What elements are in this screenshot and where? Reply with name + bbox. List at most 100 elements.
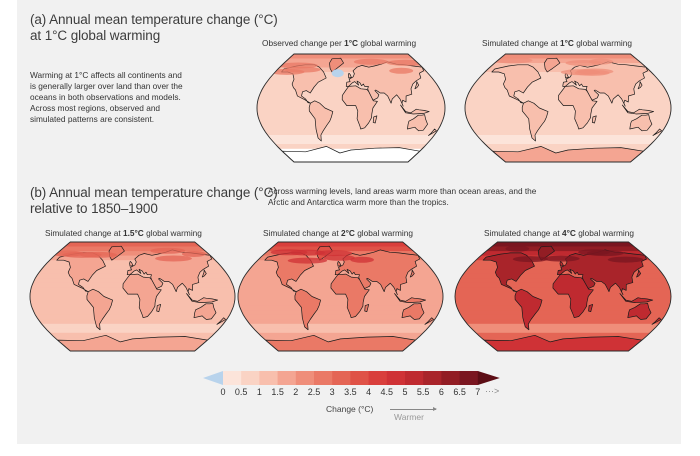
section-a-title-line1: (a) Annual mean temperature change (°C)	[30, 12, 278, 27]
colorbar-segment	[459, 371, 479, 385]
land-australia	[193, 302, 217, 320]
label-bold: 4°C	[561, 228, 576, 238]
ocean-band	[30, 301, 235, 307]
warm-anomaly	[287, 257, 328, 264]
ocean-band	[465, 58, 671, 64]
land-uk	[559, 261, 564, 267]
ocean-band	[30, 292, 235, 298]
label-text: global warming	[143, 228, 202, 238]
colorbar-segment	[241, 371, 260, 385]
warm-anomaly	[565, 60, 603, 66]
colorbar-segment	[332, 371, 351, 385]
land-japan	[636, 269, 642, 278]
desc-line: is generally larger over land than over …	[30, 81, 183, 91]
ocean-band	[30, 314, 235, 320]
colorbar-tick-label: 1.5	[271, 387, 284, 397]
land-antarctica	[492, 146, 644, 162]
desc-line: oceans in both observations and models.	[30, 92, 181, 102]
map-simulated-1c	[464, 53, 672, 163]
section-b-description: Across warming levels, land areas warm m…	[268, 186, 668, 208]
ocean-band	[257, 144, 445, 150]
ocean-band	[455, 296, 671, 302]
ocean-band	[238, 242, 443, 248]
ocean-band	[238, 246, 443, 252]
map-label-observed-1c: Observed change per 1°C global warming	[262, 38, 416, 48]
land-japan	[201, 269, 207, 278]
land-uk	[348, 72, 352, 79]
colorbar-tick-label: 0	[220, 387, 226, 397]
land-japan	[409, 269, 415, 278]
ocean-band	[465, 139, 671, 145]
land-australia	[629, 114, 653, 132]
label-text: global warming	[573, 38, 632, 48]
land-japan	[637, 81, 643, 90]
colorbar-tick-label: 2	[293, 387, 299, 397]
colorbar-tick-label: 4.5	[380, 387, 394, 397]
land-nz	[424, 317, 434, 325]
section-a-title-line2: at 1°C global warming	[30, 28, 161, 43]
warm-anomaly	[350, 256, 374, 263]
ocean-band	[455, 332, 671, 338]
ocean-band	[238, 305, 443, 311]
land-australia	[401, 302, 425, 320]
label-text: global warming	[575, 228, 634, 238]
ocean-band	[238, 328, 443, 334]
land-antarctica	[281, 146, 421, 162]
ocean-band	[455, 251, 671, 257]
ocean-band	[455, 301, 671, 307]
ocean-band	[455, 242, 671, 248]
map-border	[464, 53, 672, 163]
land-madagascar	[156, 304, 162, 312]
ocean-band	[257, 108, 445, 114]
colorbar-tick-label: 7	[475, 387, 481, 397]
map-simulated-4c	[454, 241, 672, 352]
colorbar-tick-label: 3.5	[344, 387, 357, 397]
map-observed-1c	[256, 53, 446, 163]
map-label-simulated-1c: Simulated change at 1°C global warming	[482, 38, 632, 48]
land-nz	[216, 317, 226, 325]
ocean-band	[30, 319, 235, 325]
label-bold: 2°C	[340, 228, 355, 238]
land-indonesia	[186, 293, 219, 303]
warm-anomaly	[493, 57, 533, 64]
ocean-band	[257, 121, 445, 127]
land-antarctica	[265, 334, 416, 351]
ocean-band	[257, 58, 445, 64]
land-indonesia	[400, 104, 430, 115]
land-southAmerica	[294, 288, 321, 331]
warm-anomaly	[578, 249, 610, 256]
ocean-band	[238, 310, 443, 316]
colorbar-more-indicator: ···>	[485, 386, 500, 396]
map-label-simulated-1-5c: Simulated change at 1.5°C global warming	[45, 228, 202, 238]
ocean-band	[455, 319, 671, 325]
ocean-band	[455, 323, 671, 329]
ocean-band	[30, 323, 235, 329]
section-a-title: (a) Annual mean temperature change (°C) …	[30, 12, 278, 44]
ocean-band	[465, 63, 671, 69]
land-madagascar	[372, 115, 378, 124]
ocean-band	[30, 305, 235, 311]
land-southAmerica	[308, 100, 334, 142]
map-simulated-1-5c	[29, 241, 236, 352]
ocean-band	[465, 54, 671, 60]
ocean-band	[465, 72, 671, 78]
label-bold: 1.5°C	[122, 228, 144, 238]
ocean-band	[455, 314, 671, 320]
ocean-band	[257, 130, 445, 136]
ocean-band	[455, 246, 671, 252]
colorbar-tick-label: 5	[402, 387, 408, 397]
ocean-band	[238, 314, 443, 320]
land-greenland	[544, 57, 561, 73]
colorbar-tick-label: 5.5	[416, 387, 430, 397]
ocean-band	[238, 332, 443, 338]
warm-anomaly	[314, 250, 353, 257]
land-madagascar	[364, 304, 370, 312]
warm-anomaly	[576, 68, 614, 75]
section-b-title: (b) Annual mean temperature change (°C) …	[30, 185, 278, 217]
colorbar-segment	[259, 371, 279, 385]
label-text: global warming	[354, 228, 413, 238]
map-border	[256, 53, 446, 163]
land-southAmerica	[514, 288, 543, 331]
warm-anomaly	[323, 254, 355, 261]
ocean-band	[238, 292, 443, 298]
